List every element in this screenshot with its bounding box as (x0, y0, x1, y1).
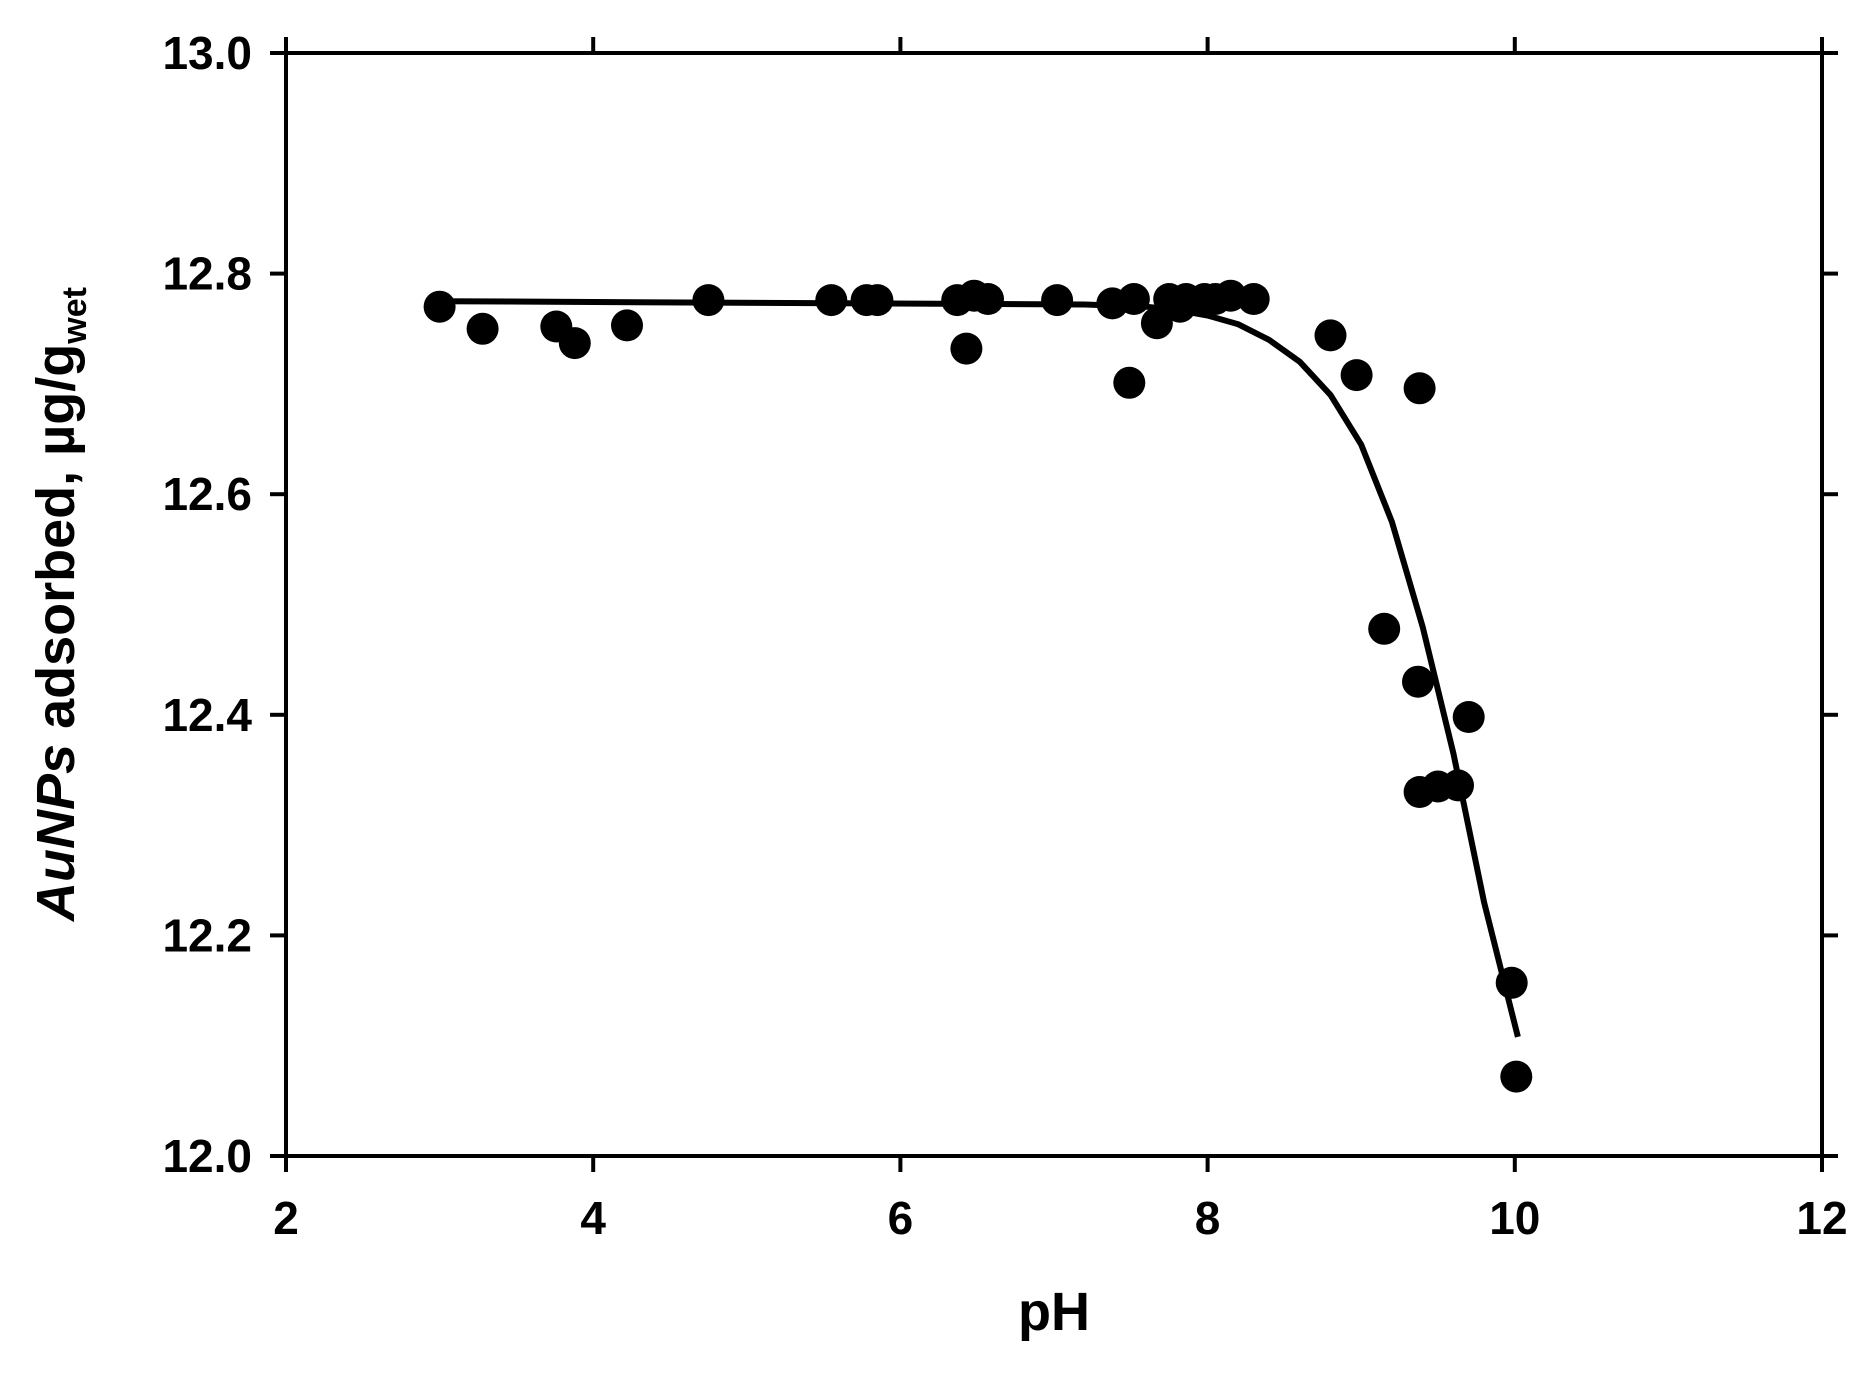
data-point (1140, 307, 1173, 340)
data-point (972, 283, 1004, 315)
x-tick-label: 2 (273, 1192, 299, 1244)
data-points (423, 279, 1533, 1093)
data-point (1500, 1060, 1533, 1093)
data-point (1314, 319, 1347, 352)
data-point (1117, 283, 1150, 315)
y-tick-label: 12.8 (162, 248, 252, 300)
x-tick-label: 8 (1195, 1192, 1221, 1244)
fit-curve (439, 298, 1521, 1038)
data-point (1403, 372, 1436, 405)
x-tick-label: 10 (1489, 1192, 1540, 1244)
y-axis-title-text: adsorbed, µg/g (26, 344, 86, 744)
data-point (692, 284, 725, 317)
y-tick-label: 12.2 (162, 909, 252, 961)
y-tick-label: 13.0 (162, 27, 252, 79)
data-point (1340, 359, 1373, 392)
y-axis-title-subscript: wet (56, 287, 94, 345)
tick-labels: 2 4 6 8 10 12 12.0 12.2 12.4 12.6 12.8 13.0 (162, 27, 1847, 1244)
y-tick-label: 12.4 (162, 689, 252, 741)
plot-frame (284, 51, 1824, 1158)
data-point (950, 332, 983, 365)
data-point (1113, 366, 1146, 399)
y-tick-label: 12.0 (162, 1130, 252, 1182)
data-point (611, 309, 643, 342)
x-tick-label: 12 (1796, 1192, 1847, 1244)
ticks (270, 37, 1838, 1172)
y-axis-title: AuNPs adsorbed, µg/gwet (26, 287, 94, 923)
x-tick-label: 6 (888, 1192, 914, 1244)
data-point (1452, 701, 1485, 733)
y-axis-title-italic: AuNPs (26, 744, 86, 923)
y-tick-label: 12.6 (162, 468, 252, 520)
data-point (558, 327, 591, 360)
x-tick-label: 4 (580, 1192, 606, 1244)
x-axis-title: pH (1018, 1282, 1090, 1342)
data-point (423, 290, 456, 323)
data-point (861, 284, 894, 317)
data-point (466, 312, 499, 345)
data-point (815, 284, 848, 317)
data-point (1402, 665, 1434, 698)
data-point (1495, 966, 1528, 999)
data-point (1368, 612, 1401, 645)
data-point (1041, 284, 1074, 317)
data-point (1442, 769, 1474, 802)
data-point (1237, 283, 1270, 315)
